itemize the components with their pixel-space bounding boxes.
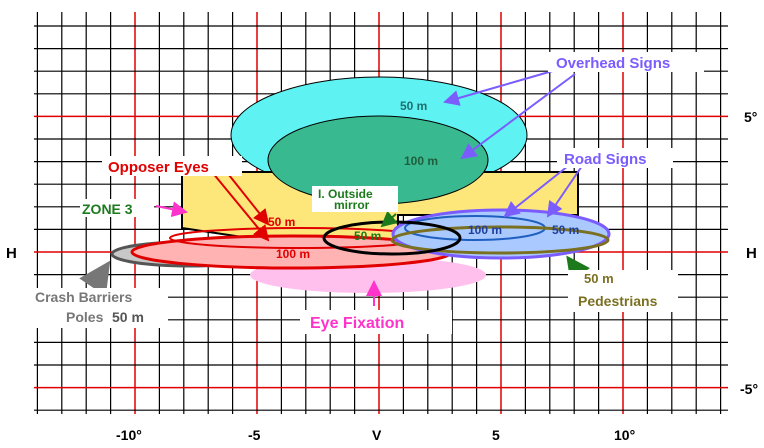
opposer-eyes-label-bg <box>102 156 242 176</box>
pedestrians-label: Pedestrians <box>578 293 658 309</box>
eye-fixation-label: Eye Fixation <box>310 315 404 332</box>
road-signs-arrow-1 <box>503 165 569 218</box>
pedestrians-arrow <box>566 255 590 283</box>
pedestrians-zone <box>390 225 610 255</box>
overhead-arrow-50m <box>443 69 557 106</box>
overhead-50m-label: 50 m <box>400 99 427 113</box>
road-50m-label: 50 m <box>552 223 579 237</box>
outside-mirror-label-line1: I. Outside <box>318 187 373 201</box>
x-tick-label-10: 10° <box>614 427 635 443</box>
crash-label-bg <box>32 288 168 328</box>
eye-fixation-label-bg <box>300 310 452 334</box>
crash-barriers-label-line2: Poles <box>66 309 104 325</box>
zone-3-label: ZONE 3 <box>82 201 133 217</box>
y-tick-label-minus5: -5° <box>740 381 758 397</box>
crash-50m-label: 50 m <box>112 309 144 325</box>
x-tick-label-5: 5 <box>492 427 500 443</box>
overhead-arrow-100m <box>460 73 576 160</box>
pedestrians-50m-label: 50 m <box>584 271 614 286</box>
opposer-100m-label: 100 m <box>276 247 310 261</box>
overhead-100m-label: 100 m <box>404 154 438 168</box>
zone-3-label-bg <box>80 199 154 217</box>
zone-3-arrow <box>155 201 188 218</box>
mirror-label-bg <box>312 186 398 212</box>
overhead-signs-label: Overhead Signs <box>556 55 670 72</box>
opposer-50m-label: 50 m <box>268 215 295 229</box>
y-tick-label-5: 5° <box>744 109 757 125</box>
h-axis-label-left: H <box>6 245 17 262</box>
x-tick-label-minus5: -5 <box>248 427 261 443</box>
h-axis-label-right: H <box>746 245 757 262</box>
outside-mirror-label-line2: mirror <box>334 198 370 212</box>
x-tick-label-minus10: -10° <box>116 427 142 443</box>
crash-barriers-arrow <box>79 260 111 297</box>
mirror-arrow <box>380 210 398 228</box>
opposer-arrow-2 <box>211 171 270 242</box>
x-tick-label-v: V <box>372 427 382 443</box>
overhead-signs-label-bg <box>548 52 704 72</box>
opposer-arrow-1 <box>224 169 270 226</box>
opposer-eyes-label: Opposer Eyes <box>108 159 209 176</box>
road-signs-label-bg <box>557 148 673 168</box>
road-signs-arrow-2 <box>546 165 583 218</box>
pedestrians-label-bg <box>568 270 678 312</box>
road-100m-label: 100 m <box>468 223 502 237</box>
crash-barriers-label-line1: Crash Barriers <box>35 289 132 305</box>
mirror-50m-label: 50 m <box>354 229 381 243</box>
road-signs-label: Road Signs <box>564 151 647 168</box>
